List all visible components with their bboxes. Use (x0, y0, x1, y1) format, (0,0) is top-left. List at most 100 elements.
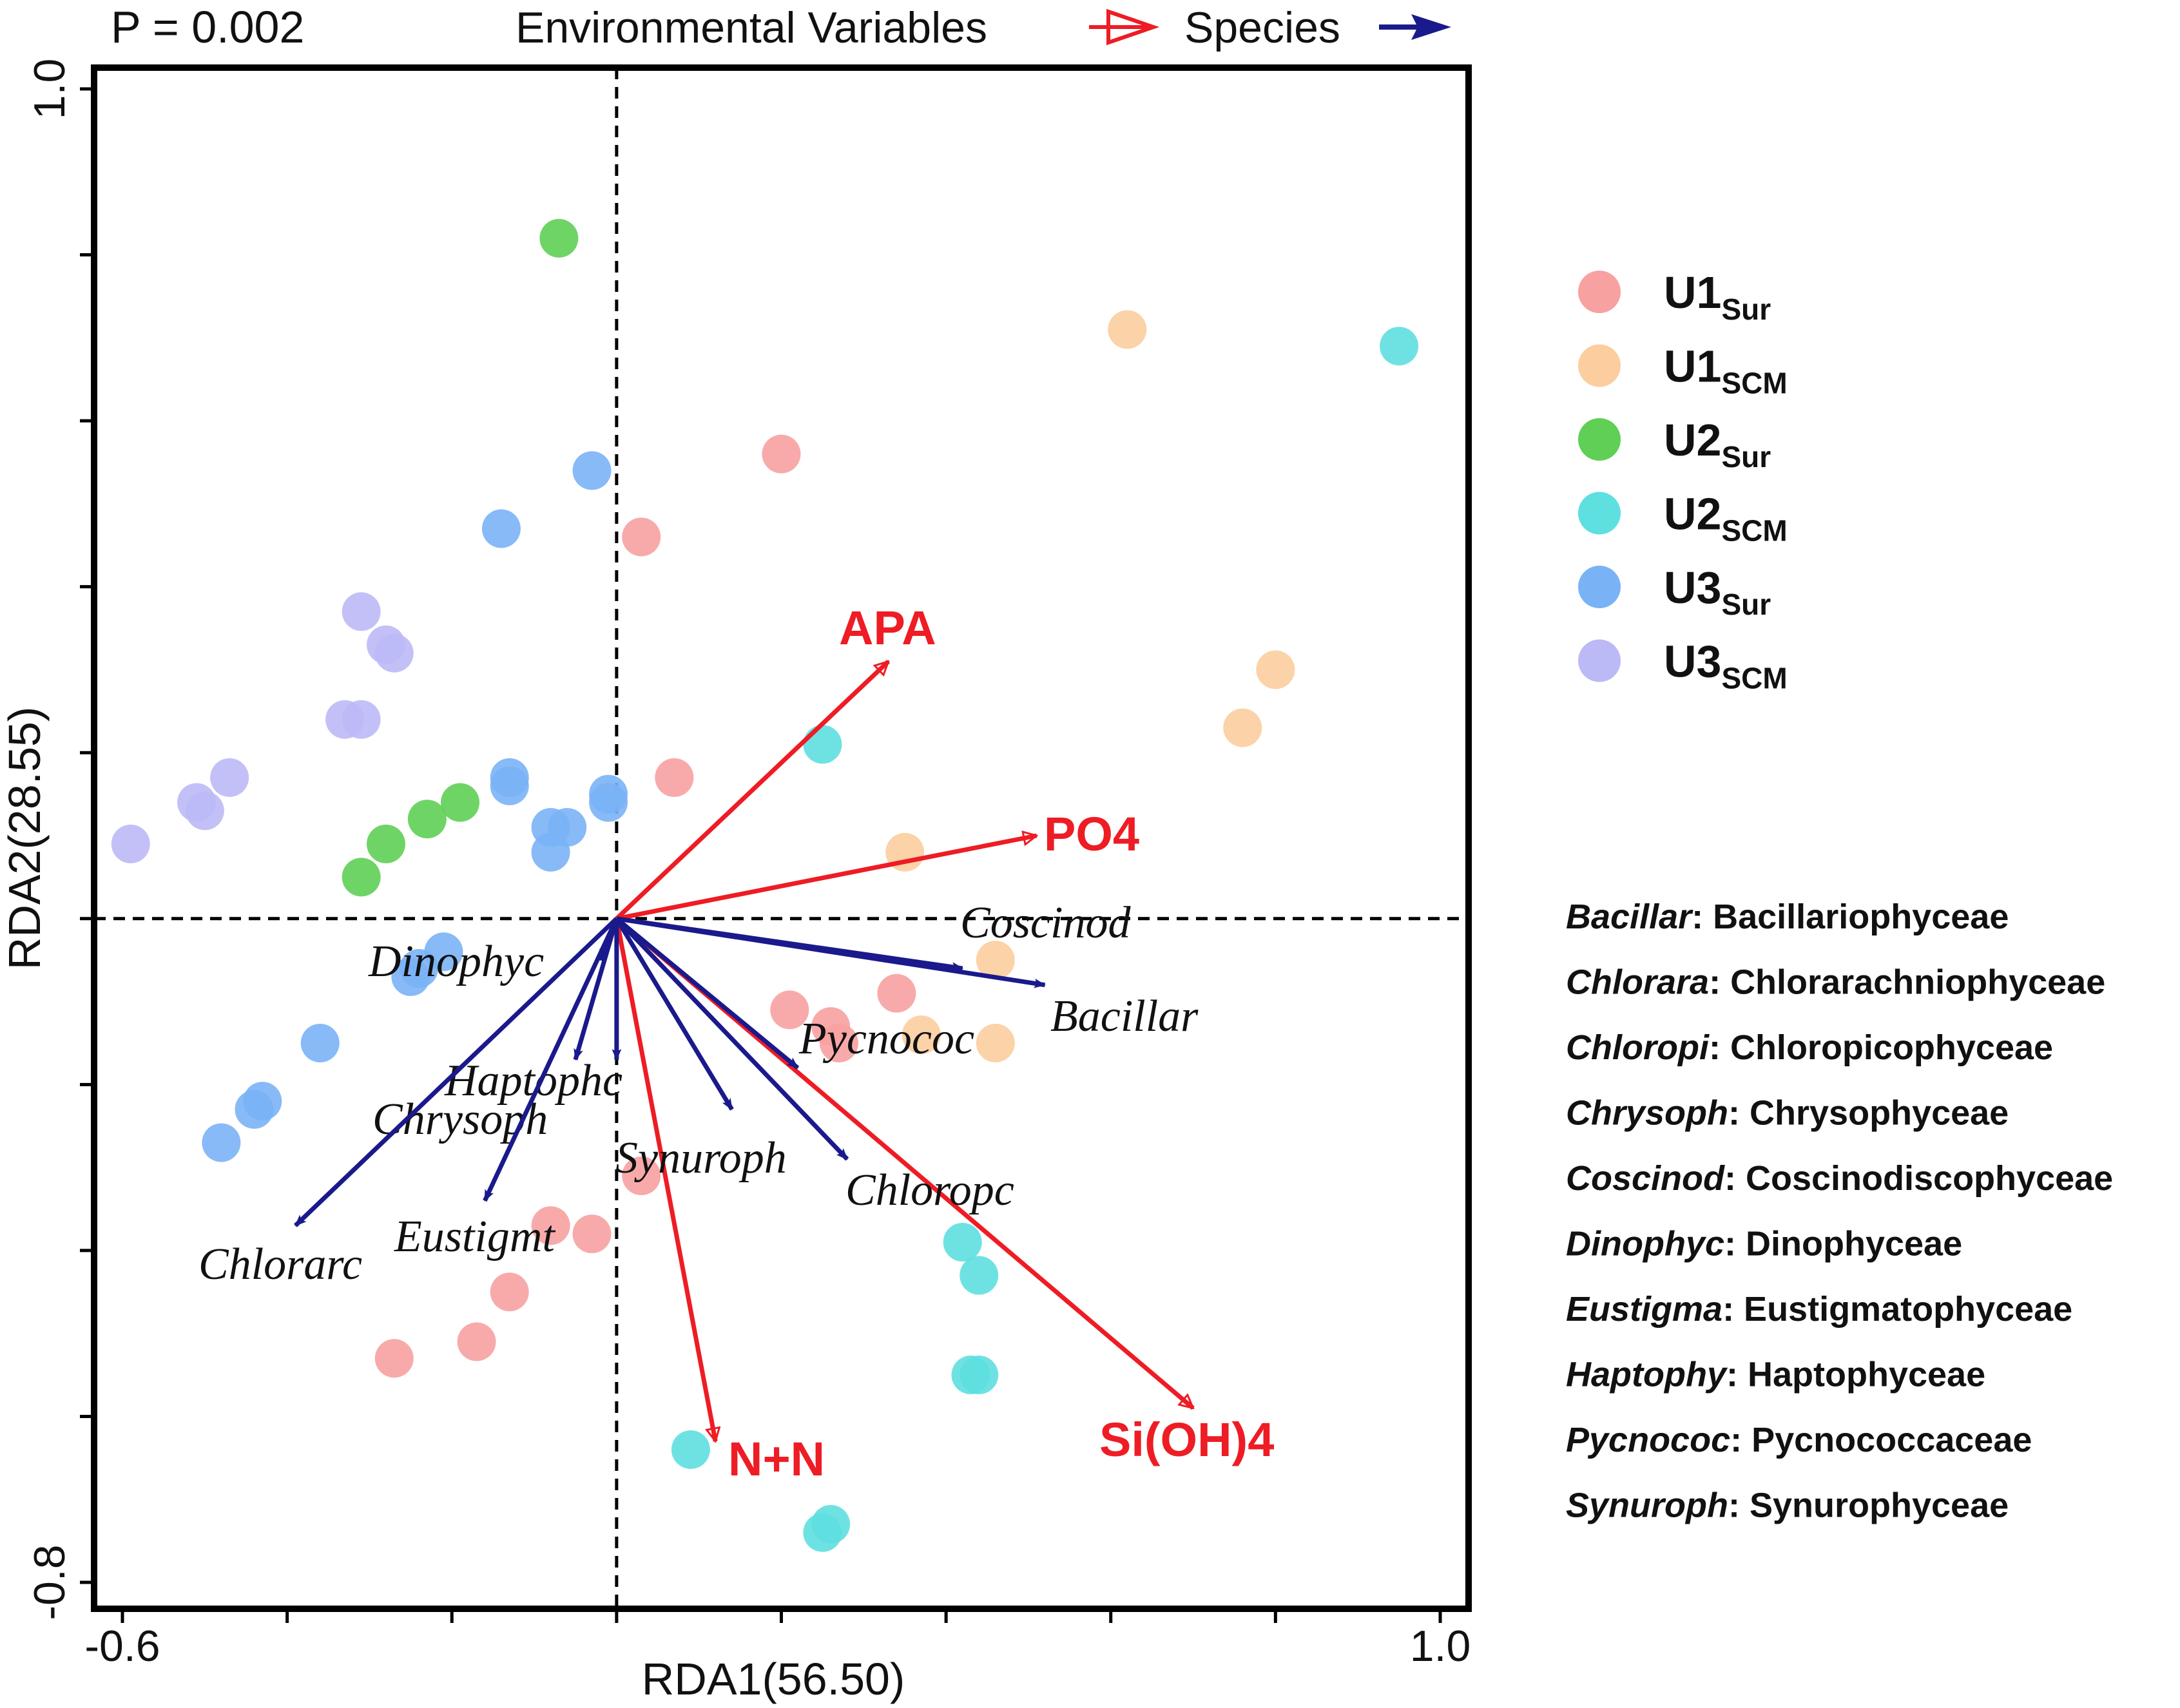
abbr-full-name: : Synurophyceae (1728, 1486, 2009, 1525)
legend-sub-u1-scm: SCM (1721, 367, 1787, 400)
legend-label-u3-sur: U3Sur (1664, 562, 1771, 621)
sample-points (111, 218, 1419, 1552)
abbr-key: Dinophyc (1566, 1225, 1724, 1263)
env-label-po4: PO4 (1044, 807, 1139, 861)
point-u3-sur (300, 1023, 340, 1062)
legend-marker-u1-scm (1578, 344, 1621, 387)
species-arrow-eustigmt (483, 917, 619, 1202)
abbr-key: Coscinod (1566, 1159, 1725, 1198)
abbr-pycnococ: Pycnococ: Pycnococcaceae (1566, 1421, 2032, 1459)
species-label-chrysoph: Chrysoph (372, 1095, 548, 1144)
abbr-full-name: : Coscinodiscophyceae (1724, 1159, 2113, 1198)
legend-sub-u3-scm: SCM (1721, 662, 1787, 695)
point-u3-sur (235, 1089, 274, 1129)
point-u1-sur (655, 758, 694, 797)
point-u3-sur (589, 774, 628, 814)
point-u1-sur (531, 1206, 570, 1245)
abbr-coscinod: Coscinod: Coscinodiscophyceae (1566, 1159, 2113, 1198)
legend-sub-u2-sur: Sur (1721, 440, 1771, 474)
abbr-dinophyc: Dinophyc: Dinophyceae (1566, 1225, 1962, 1263)
point-u3-sur (572, 451, 612, 490)
legend-marker-u1-sur (1578, 271, 1621, 313)
species-label-chloropc: Chloropc (845, 1166, 1014, 1215)
env-label-n-n: N+N (728, 1432, 825, 1486)
species-label-eustigmt: Eustigmt (394, 1212, 555, 1262)
species-arrow-pycnococ (615, 917, 800, 1070)
abbr-synuroph: Synuroph: Synurophyceae (1566, 1486, 2009, 1525)
legend-sub-u3-sur: Sur (1721, 588, 1771, 621)
point-u3-scm (374, 633, 414, 673)
point-u1-scm (976, 1023, 1015, 1062)
point-u1-sur (374, 1339, 414, 1378)
abbr-chrysoph: Chrysoph: Chrysophyceae (1566, 1094, 2009, 1133)
abbr-full-name: : Pycnococcaceae (1730, 1421, 2032, 1459)
point-u3-sur (481, 509, 521, 548)
legend-label-u2-scm: U2SCM (1664, 489, 1788, 548)
abbr-full-name: : Chrysophyceae (1728, 1094, 2009, 1133)
x-axis-label: RDA1(56.50) (642, 1654, 905, 1704)
point-u3-sur (531, 832, 570, 872)
tick-labels: -0.6 1.0 1.0 -0.8 (25, 59, 1471, 1671)
abbr-chloropi: Chloropi: Chloropicophyceae (1566, 1028, 2053, 1067)
point-u1-sur (622, 1156, 661, 1195)
abbr-key: Haptophy (1566, 1356, 1728, 1394)
species-label-chlorarc: Chlorarc (198, 1240, 362, 1289)
point-u1-scm (1108, 310, 1147, 349)
species-arrow-chrysoph (573, 917, 619, 1061)
point-u3-scm (342, 592, 381, 631)
species-arrows: Coscinod Bacillar Pycnococ Chloropc Synuroph… (198, 898, 1199, 1289)
point-u2-sur (441, 783, 480, 822)
species-label-dinophyc: Dinophyc (368, 937, 544, 986)
legend-label-u1-scm: U1SCM (1664, 341, 1788, 400)
point-u1-scm (1223, 708, 1262, 747)
y-axis-label: RDA2(28.55) (0, 707, 50, 970)
point-u3-scm (342, 700, 381, 739)
species-label-coscinod: Coscinod (960, 898, 1131, 948)
env-label-si-oh-4: Si(OH)4 (1099, 1413, 1274, 1466)
abbr-key: Chloropi (1566, 1028, 1710, 1067)
point-u3-scm (210, 758, 249, 797)
point-u2-sur (342, 858, 381, 897)
abbr-key: Pycnococ (1566, 1421, 1730, 1459)
environmental-arrows: APA PO4 N+N Si(OH)4 (614, 601, 1274, 1486)
legend-sub-u1-sur: Sur (1721, 293, 1771, 326)
point-u3-scm (111, 824, 150, 863)
legend-label-u2-sur: U2Sur (1664, 415, 1771, 474)
y-tick-label: 1.0 (25, 59, 74, 120)
abbr-key: Synuroph (1566, 1486, 1728, 1525)
point-u1-sur (622, 517, 661, 557)
abbr-chlorara: Chlorara: Chlorarachniophyceae (1566, 963, 2105, 1002)
abbreviation-list: Bacillar: Bacillariophyceae Chlorara: Chl… (1566, 897, 2113, 1525)
species-arrow-legend-icon (1379, 14, 1451, 40)
abbr-key: Chlorara (1566, 963, 1709, 1002)
abbr-full-name: : Bacillariophyceae (1692, 897, 2009, 936)
species-legend-label: Species (1184, 3, 1340, 52)
env-label-apa: APA (839, 601, 936, 655)
point-u2-sur (367, 824, 405, 863)
abbr-key: Eustigma (1566, 1290, 1722, 1329)
point-u1-sur (572, 1214, 612, 1254)
abbr-full-name: : Chlorarachniophyceae (1709, 963, 2105, 1002)
abbr-eustigma: Eustigma: Eustigmatophyceae (1566, 1290, 2072, 1329)
legend-sub-u2-scm: SCM (1721, 514, 1787, 548)
point-u1-scm (976, 941, 1015, 980)
group-legend: U1Sur U1SCM U2Sur U2SCM U3Sur U3SCM (1578, 267, 1788, 695)
abbr-full-name: : Chloropicophyceae (1709, 1028, 2053, 1067)
env-arrow-apa (615, 660, 889, 921)
axis-ticks (80, 87, 1442, 1623)
legend-marker-u2-sur (1578, 418, 1621, 461)
point-u1-sur (490, 1272, 529, 1312)
species-arrow-bacillar (616, 916, 1046, 988)
abbr-full-name: : Eustigmatophyceae (1722, 1290, 2072, 1329)
point-u1-sur (762, 434, 801, 474)
abbr-full-name: : Haptophyceae (1726, 1356, 1985, 1394)
point-u1-scm (902, 1015, 941, 1055)
legend-label-u1-sur: U1Sur (1664, 267, 1771, 326)
reference-lines (94, 68, 1469, 1609)
species-label-bacillar: Bacillar (1050, 992, 1199, 1041)
point-u2-scm (1380, 327, 1419, 366)
abbr-haptophy: Haptophy: Haptophyceae (1566, 1356, 1985, 1394)
point-u2-scm (803, 725, 842, 764)
point-u1-sur (770, 990, 809, 1030)
